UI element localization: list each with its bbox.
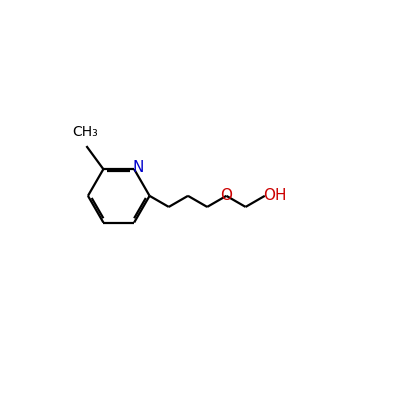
Text: OH: OH — [263, 188, 286, 203]
Text: O: O — [220, 188, 232, 203]
Text: N: N — [132, 160, 144, 175]
Text: CH₃: CH₃ — [72, 125, 98, 139]
